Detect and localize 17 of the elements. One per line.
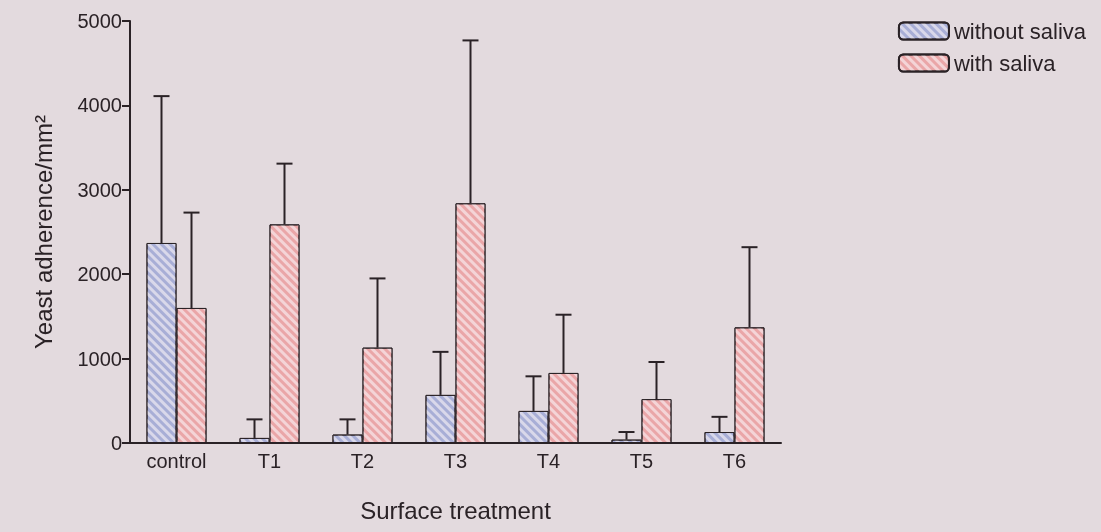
x-tick-label: T2 [350,450,375,472]
y-axis-title: Yeast adherence/mm² [29,115,57,349]
y-tick-label: 3000 [77,178,122,201]
y-tick-label: 1000 [77,347,122,370]
legend-label: without saliva [952,18,1087,44]
y-tick-label: 4000 [77,94,122,117]
x-axis-title: Surface treatment [360,496,552,524]
y-tick-label: 0 [110,432,122,454]
x-tick-label: control [146,450,207,472]
x-tick-label: T3 [443,450,468,472]
x-tick-label: T5 [629,450,654,472]
x-tick-label: T4 [536,450,561,472]
legend-label: with saliva [952,50,1057,76]
y-tick-label: 2000 [77,263,122,286]
x-tick-label: T6 [722,450,747,472]
x-tick-label: T1 [257,450,282,472]
y-tick-label: 5000 [77,10,122,32]
